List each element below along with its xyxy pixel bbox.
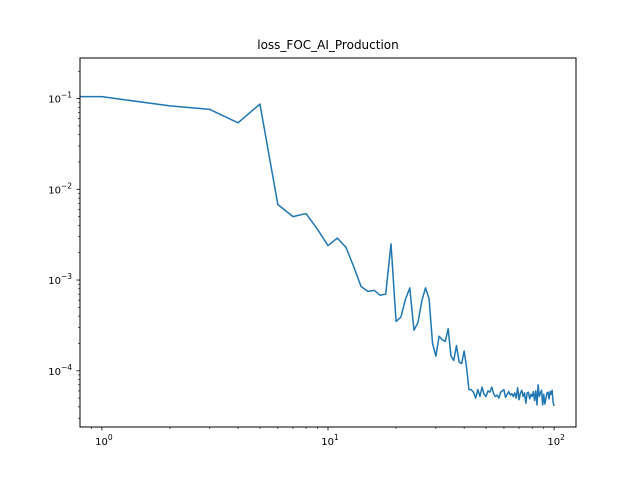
y-tick-label: 10−4 bbox=[48, 363, 72, 378]
x-tick-label: 102 bbox=[547, 433, 565, 448]
x-tick-label: 101 bbox=[321, 433, 339, 448]
axis-ticks: 100 101 102 10−4 10−3 10−2 10−1 bbox=[48, 70, 565, 448]
plot-area bbox=[80, 95, 555, 407]
series-line-0 bbox=[80, 95, 555, 407]
y-tick-label: 10−1 bbox=[48, 91, 72, 106]
axes-frame bbox=[79, 57, 577, 428]
y-tick-label: 10−2 bbox=[48, 181, 72, 196]
y-tick-label: 10−3 bbox=[48, 272, 72, 287]
chart-title: loss_FOC_AI_Production bbox=[257, 38, 399, 52]
x-tick-label: 100 bbox=[95, 433, 113, 448]
